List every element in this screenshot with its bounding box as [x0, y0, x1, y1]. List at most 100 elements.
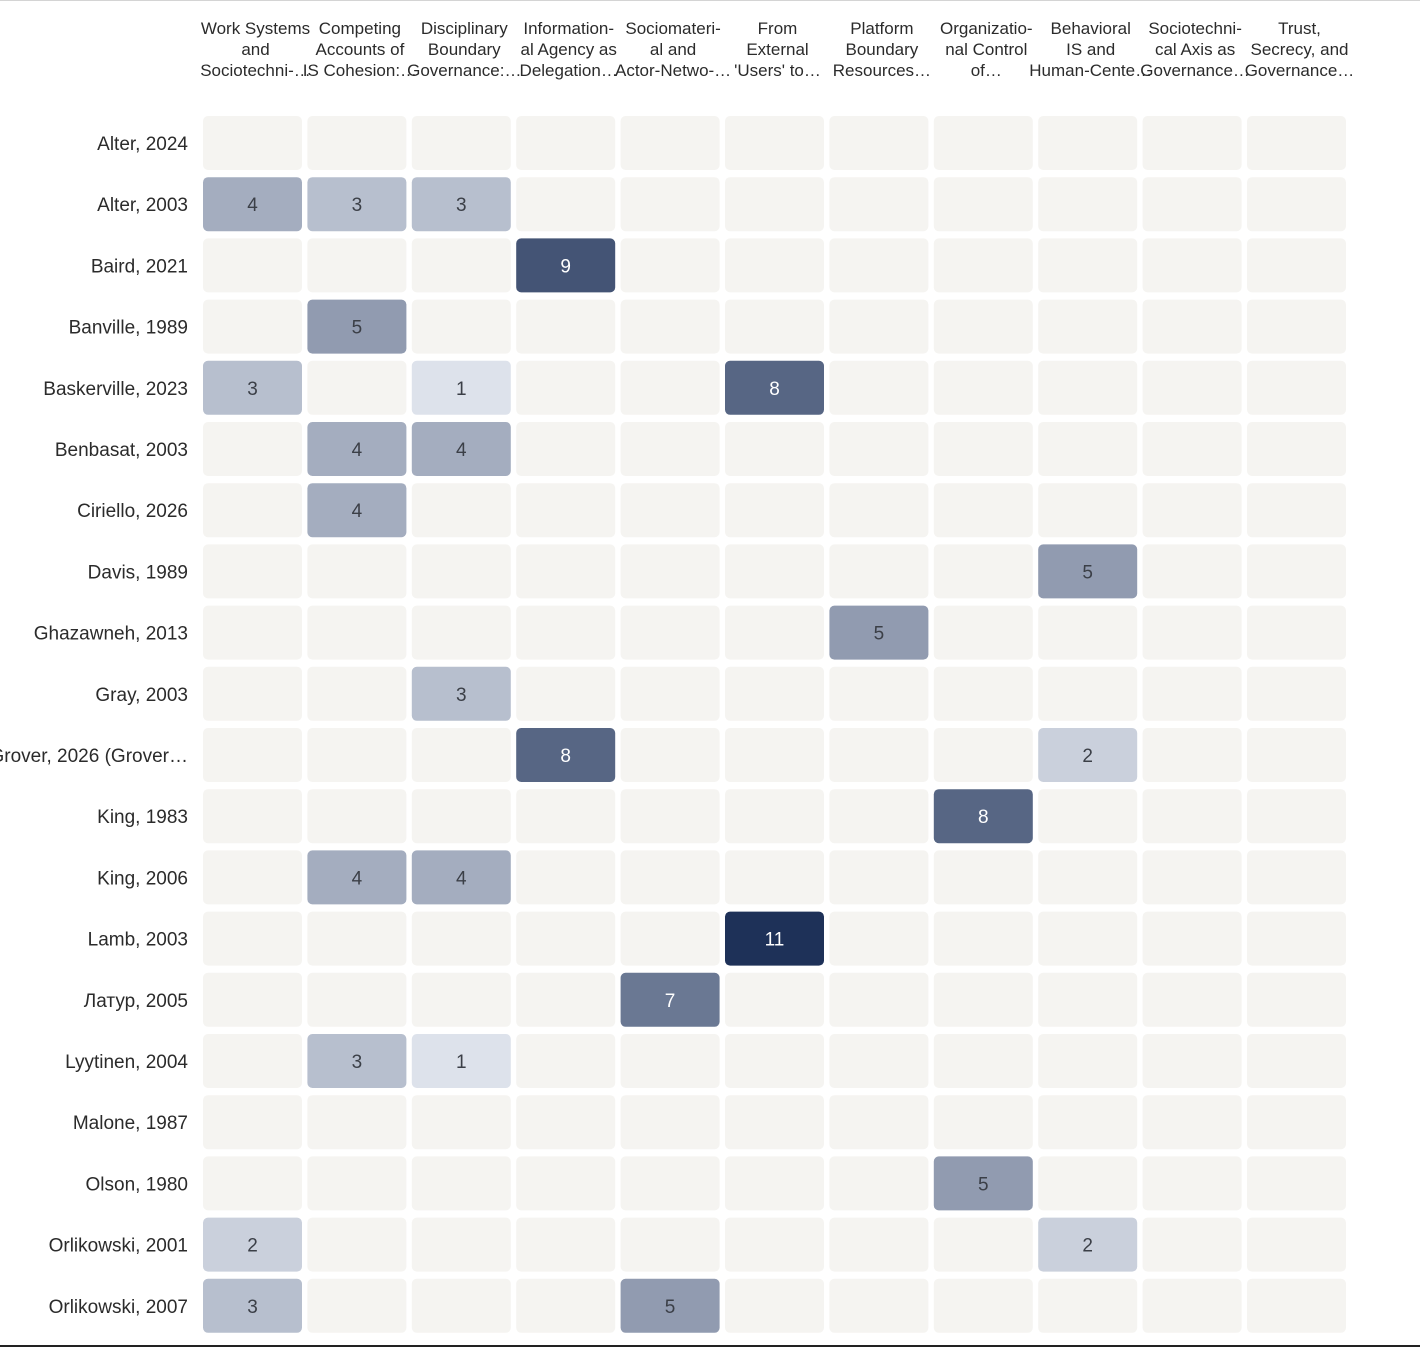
heatmap-cell-empty [516, 299, 616, 354]
heatmap-cell-empty [307, 116, 407, 170]
heatmap-cell-empty [1142, 422, 1242, 476]
heatmap-cell-empty [829, 299, 929, 354]
heatmap-cell-empty [1142, 360, 1242, 415]
heatmap-cell-empty [725, 177, 824, 232]
heatmap-row: King, 1983 8 [97, 789, 1346, 844]
heatmap-row: Ghazawneh, 2013 5 [34, 605, 1346, 660]
heatmap-cell-empty [1038, 666, 1138, 721]
column-header-line: Boundary [846, 40, 919, 59]
heatmap-cell-empty [1038, 1278, 1138, 1333]
heatmap-cell-filled [307, 850, 407, 905]
heatmap-cell-filled [307, 177, 407, 232]
heatmap-cell-empty [829, 789, 929, 844]
column-header-line: Behavioral [1051, 19, 1131, 38]
heatmap-cell-empty [933, 177, 1033, 232]
column-header: From External 'Users' to… [734, 19, 821, 80]
heatmap-cell-empty [203, 1034, 302, 1088]
row-label: Baskerville, 2023 [43, 379, 188, 400]
heatmap-cell-empty [516, 360, 616, 415]
cell-value-label: 4 [456, 868, 467, 889]
column-header-line: From [758, 19, 798, 38]
heatmap-cell-empty [1038, 911, 1138, 966]
heatmap-cell-empty [307, 605, 407, 660]
heatmap-cell-empty [1247, 299, 1346, 354]
row-label: Alter, 2003 [97, 195, 188, 216]
heatmap-cell-empty [829, 1156, 929, 1211]
row-label: Baird, 2021 [91, 256, 188, 277]
heatmap-cell-empty [1247, 1217, 1346, 1272]
heatmap-row: Alter, 2003 4 3 3 [97, 177, 1346, 232]
heatmap-cell-empty [620, 911, 720, 966]
heatmap-row: Orlikowski, 2007 3 5 [49, 1278, 1346, 1333]
column-header-line: Governance… [1245, 61, 1355, 80]
heatmap-cell-empty [933, 728, 1033, 782]
heatmap-cell-empty [1038, 360, 1138, 415]
heatmap-cell-filled [516, 238, 616, 293]
heatmap-cell-empty [411, 238, 511, 293]
heatmap-cell-empty [203, 422, 302, 476]
heatmap-cell-filled [411, 1034, 511, 1088]
heatmap-cell-empty [203, 544, 302, 599]
heatmap-cell-empty [1247, 116, 1346, 170]
row-label: Banville, 1989 [69, 318, 188, 339]
heatmap-cell-empty [1247, 666, 1346, 721]
heatmap-cell-empty [829, 1278, 929, 1333]
heatmap-cell-empty [203, 850, 302, 905]
heatmap-cell-empty [203, 116, 302, 170]
top-divider [0, 0, 1420, 1]
heatmap-cell-empty [829, 422, 929, 476]
heatmap-cell-empty [1142, 1156, 1242, 1211]
row-label: Lamb, 2003 [88, 930, 188, 951]
heatmap-cell-empty [1038, 238, 1138, 293]
heatmap-cell-empty [620, 238, 720, 293]
heatmap-cell-empty [1247, 544, 1346, 599]
heatmap-cell-empty [516, 1095, 616, 1150]
column-header-line: Work Systems [201, 19, 310, 38]
heatmap-cell-empty [620, 544, 720, 599]
column-header: Platform Boundary Resources… [833, 19, 931, 80]
heatmap-cell-empty [516, 1156, 616, 1211]
heatmap-cell-empty [829, 1095, 929, 1150]
heatmap-cell-filled [516, 728, 616, 782]
heatmap-cell-empty [725, 1278, 824, 1333]
heatmap-cell-filled [307, 483, 407, 538]
heatmap-cell-empty [620, 299, 720, 354]
heatmap-cell-empty [1142, 911, 1242, 966]
heatmap-cell-empty [411, 605, 511, 660]
heatmap-cell-empty [1247, 1034, 1346, 1088]
cell-value-label: 2 [247, 1236, 258, 1257]
heatmap-cell-empty [1142, 1217, 1242, 1272]
heatmap-cell-empty [1142, 850, 1242, 905]
heatmap-cell-empty [829, 544, 929, 599]
column-header-line: Platform [850, 19, 913, 38]
row-label: Orlikowski, 2001 [49, 1236, 188, 1257]
heatmap-cell-empty [203, 1156, 302, 1211]
heatmap-row: Baskerville, 2023 3 1 8 [43, 360, 1346, 415]
column-header-line: Organizatio- [940, 19, 1033, 38]
column-header-line: Governance… [1140, 61, 1250, 80]
heatmap-cell-empty [620, 483, 720, 538]
row-label: Gray, 2003 [95, 685, 188, 706]
cell-value-label: 2 [1082, 1236, 1093, 1257]
heatmap-cell-empty [1038, 177, 1138, 232]
heatmap-cell-empty [933, 299, 1033, 354]
column-header-line: Delegation… [520, 61, 618, 80]
cell-value-label: 9 [560, 256, 571, 277]
heatmap-cell-empty [933, 1278, 1033, 1333]
heatmap-cell-empty [411, 728, 511, 782]
column-header-line: Sociomateri- [625, 19, 720, 38]
heatmap-cell-empty [411, 1217, 511, 1272]
heatmap-cell-filled [933, 1156, 1033, 1211]
heatmap-row: Davis, 1989 5 [88, 544, 1346, 599]
heatmap-cell-empty [203, 972, 302, 1027]
heatmap-cell-empty [1247, 972, 1346, 1027]
cell-value-label: 5 [665, 1297, 676, 1318]
heatmap-cell-empty [620, 728, 720, 782]
heatmap-cell-empty [307, 1278, 407, 1333]
heatmap-cell-empty [516, 116, 616, 170]
heatmap-cell-empty [1142, 116, 1242, 170]
cell-value-label: 8 [978, 807, 989, 828]
heatmap-cell-empty [1142, 789, 1242, 844]
heatmap-cell-empty [1247, 605, 1346, 660]
